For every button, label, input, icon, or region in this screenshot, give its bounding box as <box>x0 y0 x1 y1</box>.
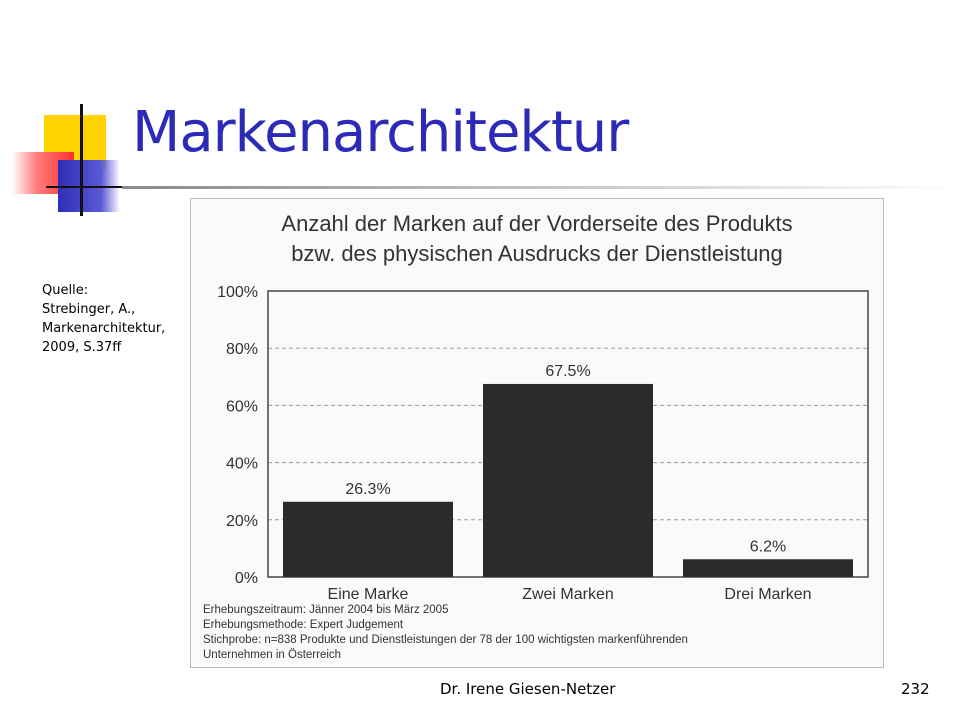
survey-note: Stichprobe: n=838 Produkte und Dienstlei… <box>203 634 688 646</box>
title-underline <box>122 186 960 189</box>
bar-value-label: 26.3% <box>345 481 390 498</box>
page-number: 232 <box>901 680 930 698</box>
source-line: Quelle: <box>42 283 89 298</box>
y-tick-label: 60% <box>226 398 258 415</box>
title-decoration <box>0 90 140 220</box>
x-category-label: Eine Marke <box>328 586 409 599</box>
source-note: Quelle: Strebinger, A., Markenarchitektu… <box>42 281 165 357</box>
y-tick-label: 20% <box>226 513 258 530</box>
bar <box>483 383 653 577</box>
source-line: Markenarchitektur, <box>42 321 166 336</box>
decoration-vertical-line <box>80 104 83 216</box>
bar-value-label: 67.5% <box>545 363 590 380</box>
chart-title-line-2: bzw. des physischen Ausdrucks der Dienst… <box>291 241 783 266</box>
x-category-label: Zwei Marken <box>522 586 614 599</box>
bar <box>683 559 853 577</box>
source-line: 2009, S.37ff <box>42 340 122 355</box>
survey-note: Erhebungsmethode: Expert Judgement <box>203 619 404 631</box>
chart-figure: Anzahl der Marken auf der Vorderseite de… <box>190 198 884 668</box>
survey-notes: Erhebungszeitraum: Jänner 2004 bis März … <box>203 603 688 663</box>
y-tick-label: 80% <box>226 341 258 358</box>
y-tick-label: 40% <box>226 456 258 473</box>
bar-value-label: 6.2% <box>750 538 786 555</box>
chart-title-line-1: Anzahl der Marken auf der Vorderseite de… <box>281 211 793 236</box>
survey-note: Erhebungszeitraum: Jänner 2004 bis März … <box>203 604 449 616</box>
y-tick-label: 100% <box>217 284 258 301</box>
x-category-label: Drei Marken <box>724 586 811 599</box>
slide-title: Markenarchitektur <box>132 100 629 165</box>
bar-chart: 0% 20% 40% 60% 80% 100% 26.3% Eine Marke 67.5% Zw… <box>217 284 869 599</box>
footer-author: Dr. Irene Giesen-Netzer <box>440 680 616 698</box>
survey-note: Unternehmen in Österreich <box>203 649 342 661</box>
source-line: Strebinger, A., <box>42 302 136 317</box>
decoration-horizontal-line <box>46 186 126 188</box>
y-tick-label: 0% <box>235 570 258 587</box>
bar <box>283 501 453 577</box>
